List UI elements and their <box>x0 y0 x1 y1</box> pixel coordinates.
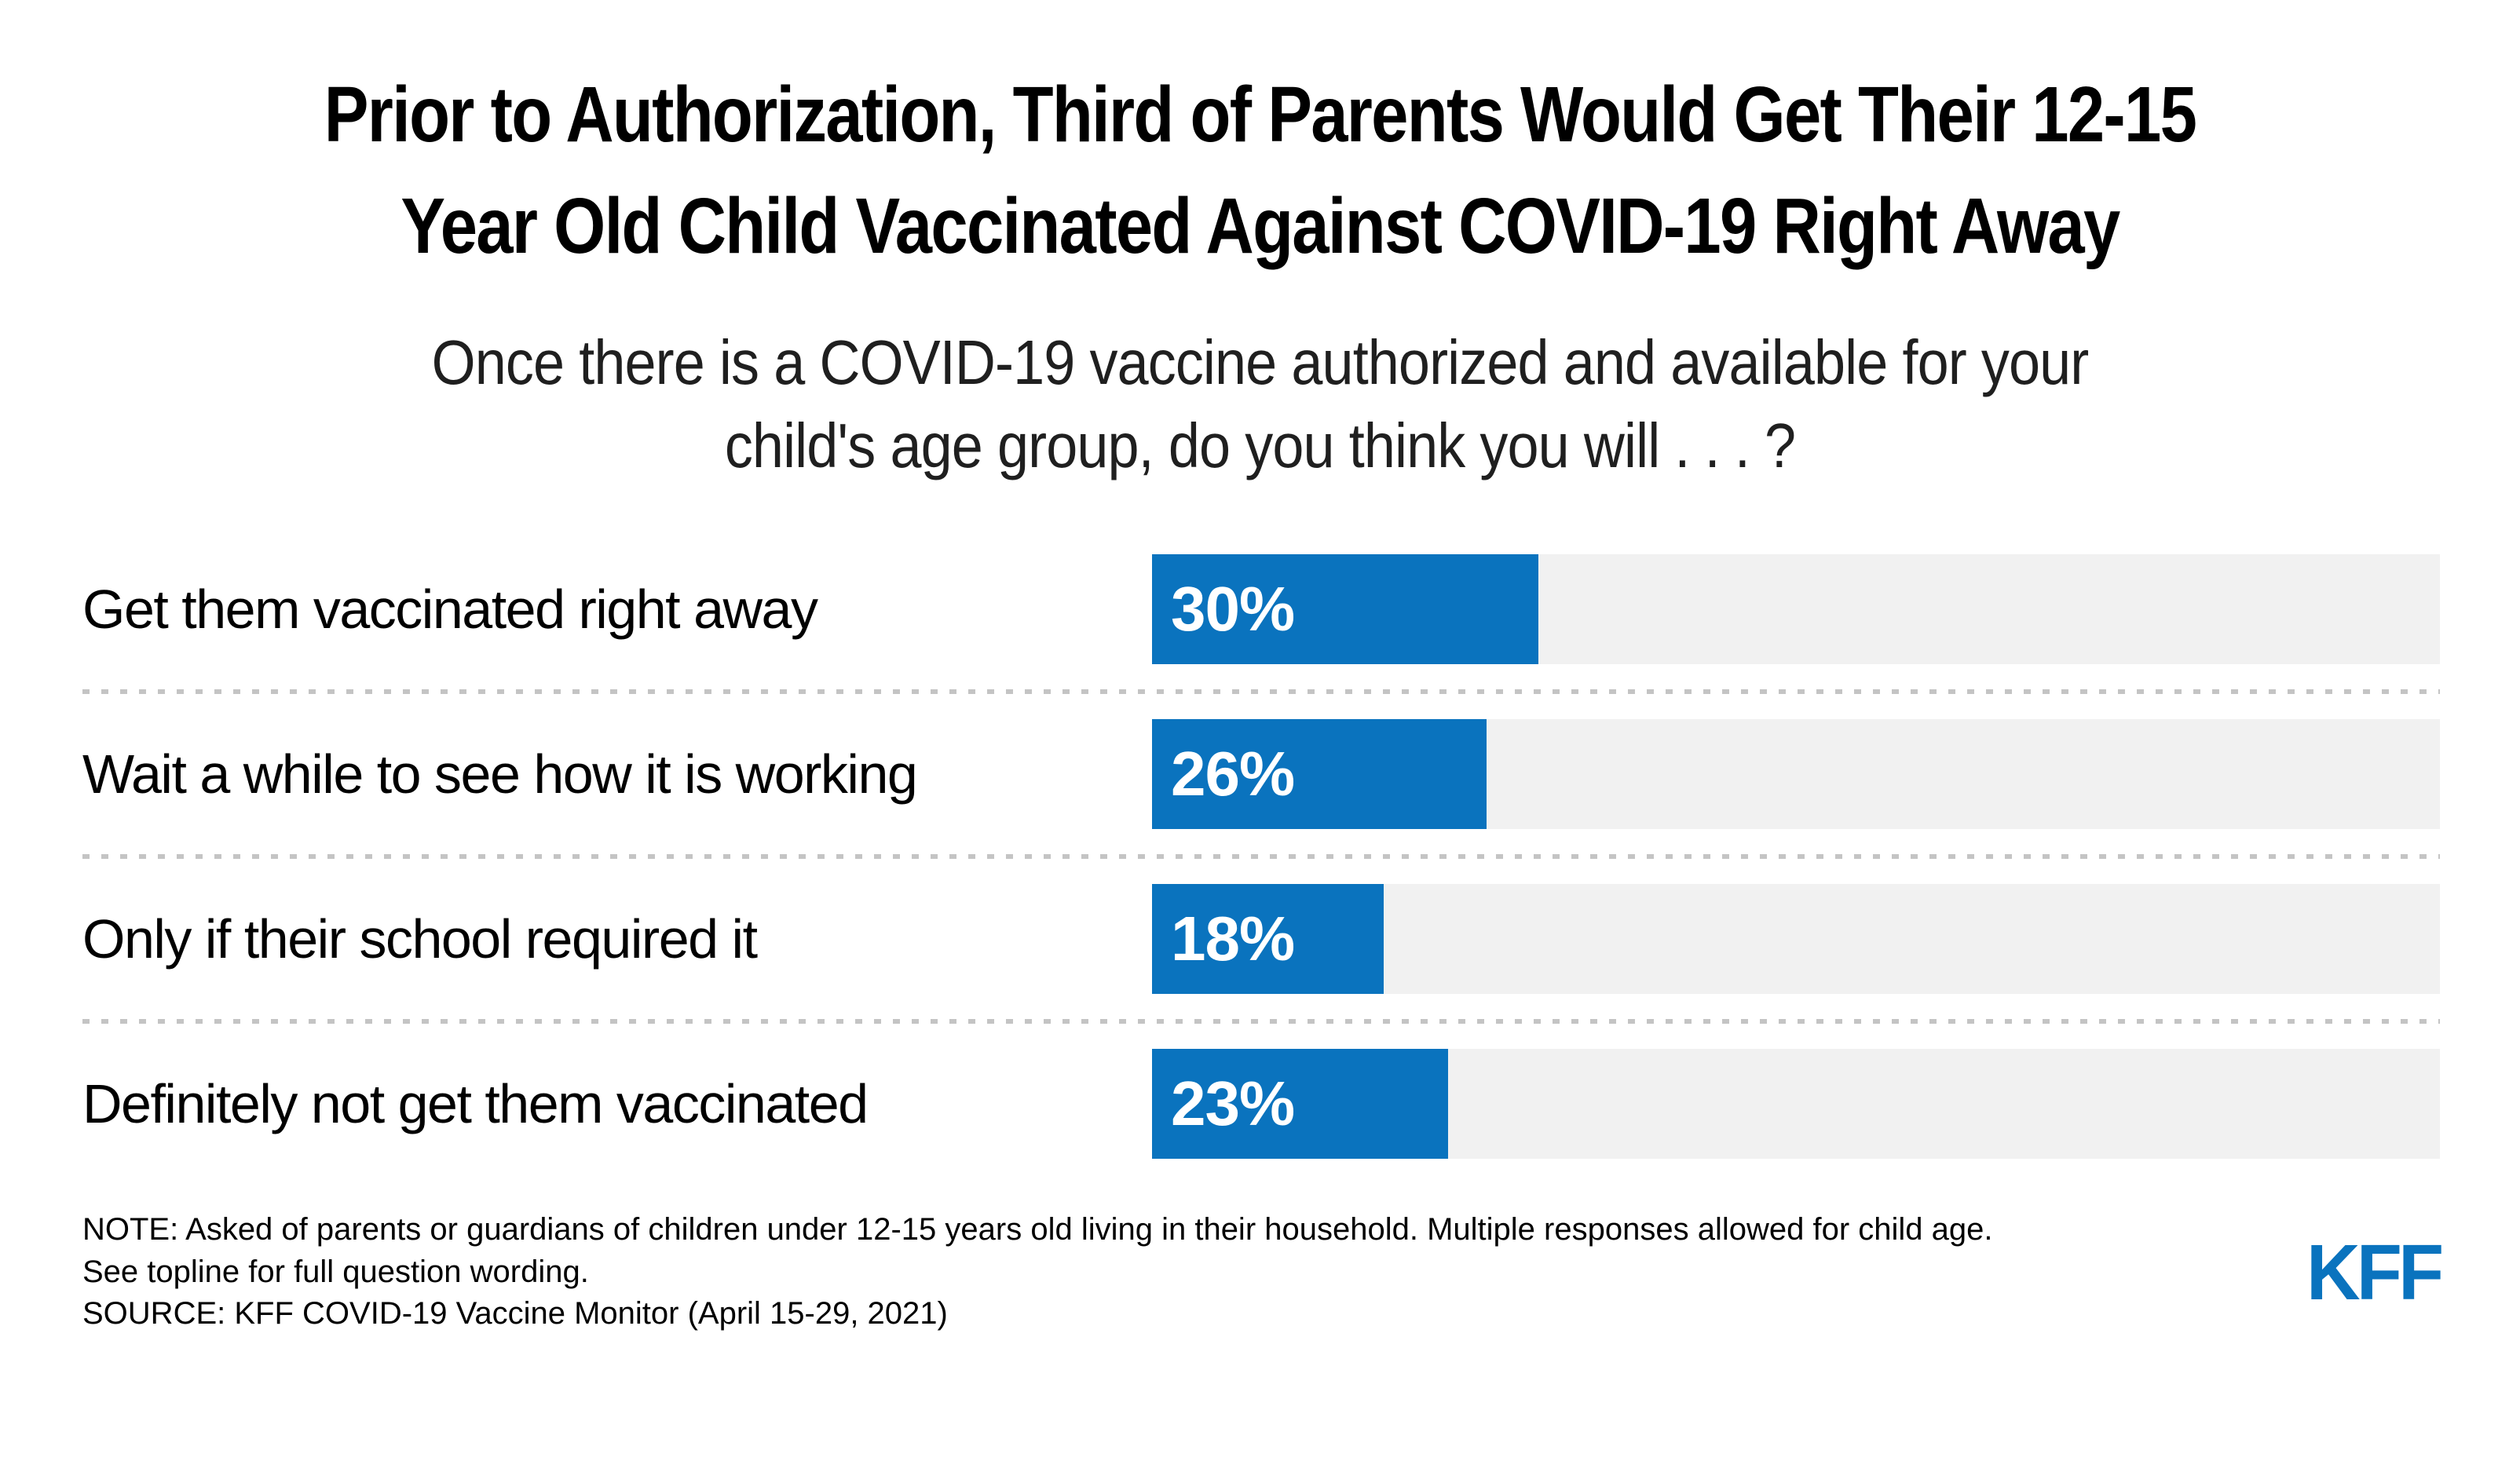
bar-value-label: 30% <box>1171 574 1295 645</box>
bar-row: Wait a while to see how it is working 26% <box>82 719 2440 830</box>
bar-row: Definitely not get them vaccinated 23% <box>82 1049 2440 1160</box>
category-label: Get them vaccinated right away <box>82 579 818 641</box>
bar-track: 30% <box>1152 554 2440 665</box>
dotted-row-separator <box>82 689 2440 695</box>
bar-fill: 23% <box>1152 1049 1449 1160</box>
chart-title-line-2: Year Old Child Vaccinated Against COVID-… <box>400 182 2120 270</box>
bar-row: Get them vaccinated right away 30% <box>82 554 2440 665</box>
kff-logo: KFF <box>2306 1228 2444 1317</box>
bar-fill: 26% <box>1152 719 1487 830</box>
bar-value-label: 26% <box>1171 739 1295 809</box>
bar-fill: 30% <box>1152 554 1538 665</box>
bar-track: 23% <box>1152 1049 2440 1160</box>
note-line-2: See topline for full question wording. <box>82 1254 589 1289</box>
bar-track: 18% <box>1152 884 2440 995</box>
chart-subtitle-line-1: Once there is a COVID-19 vaccine authori… <box>431 327 2090 397</box>
bar-value-label: 18% <box>1171 904 1295 974</box>
note-line-1: NOTE: Asked of parents or guardians of c… <box>82 1212 1993 1247</box>
chart-subtitle: Once there is a COVID-19 vaccine authori… <box>126 321 2394 487</box>
category-label: Wait a while to see how it is working <box>82 743 918 805</box>
dotted-row-separator <box>82 1019 2440 1025</box>
chart-title-line-1: Prior to Authorization, Third of Parents… <box>324 71 2197 159</box>
bar-row: Only if their school required it 18% <box>82 884 2440 995</box>
bar-fill: 18% <box>1152 884 1384 995</box>
chart-subtitle-line-2: child's age group, do you think you will… <box>724 410 1796 480</box>
chart-title: Prior to Authorization, Third of Parents… <box>189 59 2332 282</box>
bar-value-label: 23% <box>1171 1068 1295 1139</box>
category-label: Definitely not get them vaccinated <box>82 1073 869 1135</box>
source-note: NOTE: Asked of parents or guardians of c… <box>82 1209 2299 1335</box>
chart-footer: NOTE: Asked of parents or guardians of c… <box>82 1209 2444 1335</box>
note-line-3: SOURCE: KFF COVID-19 Vaccine Monitor (Ap… <box>82 1296 948 1331</box>
category-label: Only if their school required it <box>82 908 758 970</box>
bar-track: 26% <box>1152 719 2440 830</box>
chart-page: Prior to Authorization, Third of Parents… <box>0 59 2520 1472</box>
dotted-row-separator <box>82 854 2440 860</box>
bar-chart: Get them vaccinated right away 30% Wait a … <box>82 554 2440 1160</box>
